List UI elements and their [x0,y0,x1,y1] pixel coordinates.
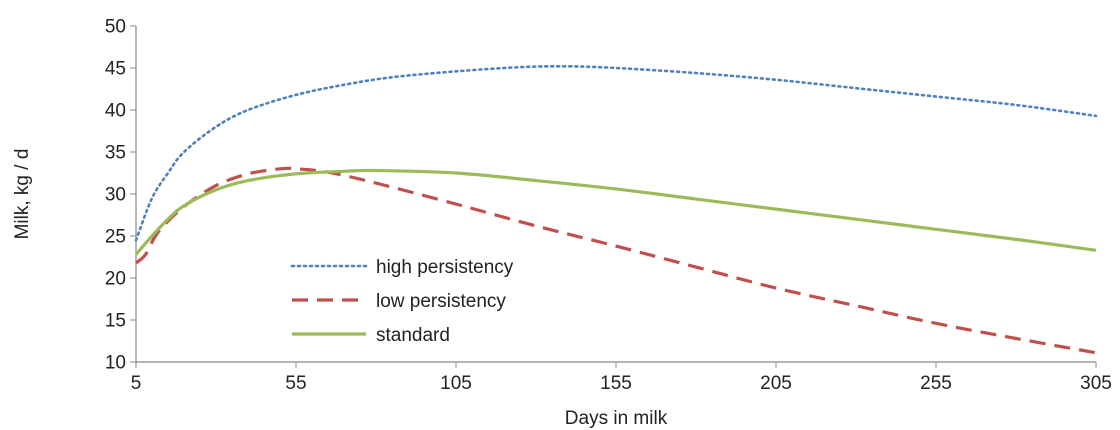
legend-label-standard: standard [376,325,450,346]
y-tick-label: 10 [105,353,126,374]
y-tick-label: 50 [105,17,126,38]
x-tick-label: 205 [760,373,792,394]
x-tick-label: 105 [440,373,472,394]
y-tick-label: 45 [105,59,126,80]
series-line-low-persistency [134,166,1097,355]
x-tick-label: 55 [285,373,306,394]
series-line-standard [134,168,1097,256]
y-tick-label: 40 [105,101,126,122]
legend-label-high-persistency: high persistency [376,257,514,278]
y-tick-label: 35 [105,143,126,164]
y-tick-label: 25 [105,227,126,248]
y-tick-label: 15 [105,311,126,332]
y-tick-label: 30 [105,185,126,206]
legend-label-low-persistency: low persistency [376,291,506,312]
x-axis-label: Days in milk [565,408,668,429]
series-layer [134,64,1098,355]
x-tick-label: 5 [131,373,142,394]
x-tick-label: 305 [1080,373,1112,394]
legend: high persistency low persistency standard [290,257,514,346]
series-line-high-persistency [134,64,1098,242]
y-axis-label: Milk, kg / d [12,149,33,240]
x-tick-label: 255 [920,373,952,394]
y-tick-label: 20 [105,269,126,290]
x-tick-label: 155 [600,373,632,394]
